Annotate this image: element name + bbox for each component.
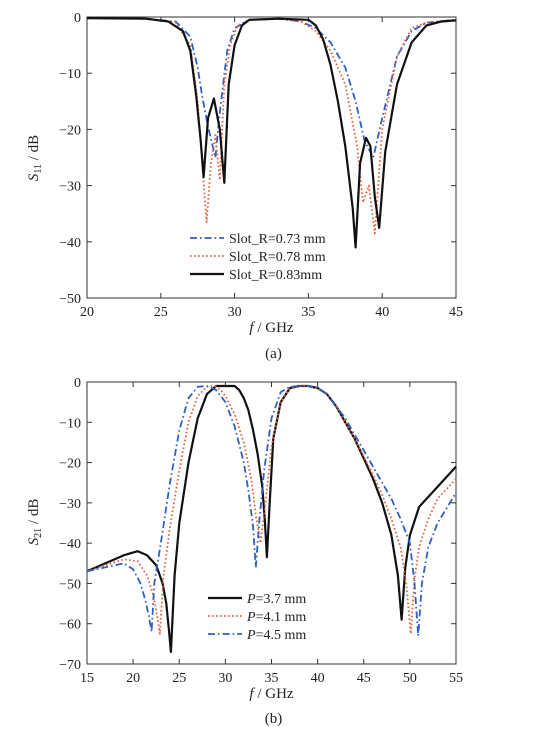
x-tick-label: 30: [228, 305, 242, 320]
x-tick-label: 45: [357, 671, 371, 686]
y-axis-label: S21 / dB: [26, 499, 44, 546]
x-axis-unit: / GHz: [254, 686, 294, 702]
x-axis-label: f / GHz: [249, 686, 294, 702]
y-axis-subscript: 21: [33, 528, 44, 538]
legend-value: =4.1 mm: [256, 610, 307, 625]
legend-label: P=4.5 mm: [246, 628, 306, 643]
y-tick-label: −20: [59, 123, 81, 138]
y-tick-label: −20: [59, 457, 81, 472]
x-axis-variable: f: [249, 686, 255, 702]
legend-variable: P: [246, 628, 256, 643]
y-tick-label: −40: [59, 236, 81, 251]
legend: P=3.7 mmP=4.1 mmP=4.5 mm: [208, 592, 306, 643]
panel-caption: (a): [265, 346, 282, 362]
y-tick-label: −10: [59, 67, 81, 82]
legend-label: P=3.7 mm: [246, 592, 306, 607]
legend-label: Slot_R=0.73 mm: [229, 232, 326, 247]
x-tick-label: 25: [172, 671, 186, 686]
x-tick-label: 25: [154, 305, 168, 320]
x-tick-label: 35: [301, 305, 315, 320]
x-tick-label: 50: [403, 671, 417, 686]
series-line-3: [86, 17, 457, 249]
x-tick-label: 35: [265, 671, 279, 686]
legend: Slot_R=0.73 mm Slot_R=0.78 mm Slot_R=0.83m…: [190, 232, 326, 283]
y-tick-label: −50: [59, 292, 81, 307]
legend-label: Slot_R=0.83mm: [229, 268, 322, 283]
y-axis-unit: / dB: [26, 499, 42, 528]
x-tick-label: 30: [218, 671, 232, 686]
plot-frame: [86, 16, 457, 299]
legend-variable: P: [246, 592, 256, 607]
series-line-1: [86, 17, 457, 159]
x-tick-label: 20: [80, 305, 94, 320]
x-axis-label: f / GHz: [249, 320, 294, 336]
y-tick-label: −30: [59, 180, 81, 195]
x-tick-label: 40: [375, 305, 389, 320]
chart-panel-a: 20 25 30 35 40 45 0 −10 −20 −30 −40 −50 Slot_R=0.73 …: [26, 11, 463, 362]
y-tick-label: −70: [59, 658, 81, 673]
x-tick-label: 55: [449, 671, 463, 686]
legend-value: =3.7 mm: [256, 592, 307, 607]
y-tick-label: −30: [59, 497, 81, 512]
x-tick-label: 40: [311, 671, 325, 686]
y-tick-label: −60: [59, 618, 81, 633]
series-line-3: [86, 385, 457, 637]
legend-variable: P: [246, 610, 256, 625]
series-line-2: [86, 17, 457, 235]
series-line-2: [86, 385, 457, 635]
x-tick-label: 45: [449, 305, 463, 320]
y-tick-label: 0: [74, 376, 81, 391]
y-tick-label: −10: [59, 416, 81, 431]
legend-value: =4.5 mm: [256, 628, 307, 643]
y-tick-label: −40: [59, 537, 81, 552]
legend-label: P=4.1 mm: [246, 610, 306, 625]
y-axis-label: S11 / dB: [26, 135, 44, 181]
x-axis-unit: / GHz: [254, 320, 294, 336]
y-axis-variable: S: [26, 537, 42, 545]
x-tick-label: 20: [126, 671, 140, 686]
y-axis-subscript: 11: [33, 164, 44, 174]
y-axis-unit: / dB: [26, 135, 42, 164]
y-tick-label: 0: [74, 11, 81, 26]
y-axis-variable: S: [26, 173, 42, 181]
x-tick-label: 15: [80, 671, 94, 686]
chart-panel-b: 15 20 25 30 35 40 45 50 55 0 −10 −20 −30 −40 −50 −60 −70…: [26, 376, 463, 727]
y-tick-label: −50: [59, 577, 81, 592]
panel-caption: (b): [265, 711, 283, 727]
x-axis-variable: f: [249, 320, 255, 336]
legend-label: Slot_R=0.78 mm: [229, 250, 326, 265]
series-line-1: [86, 384, 457, 653]
